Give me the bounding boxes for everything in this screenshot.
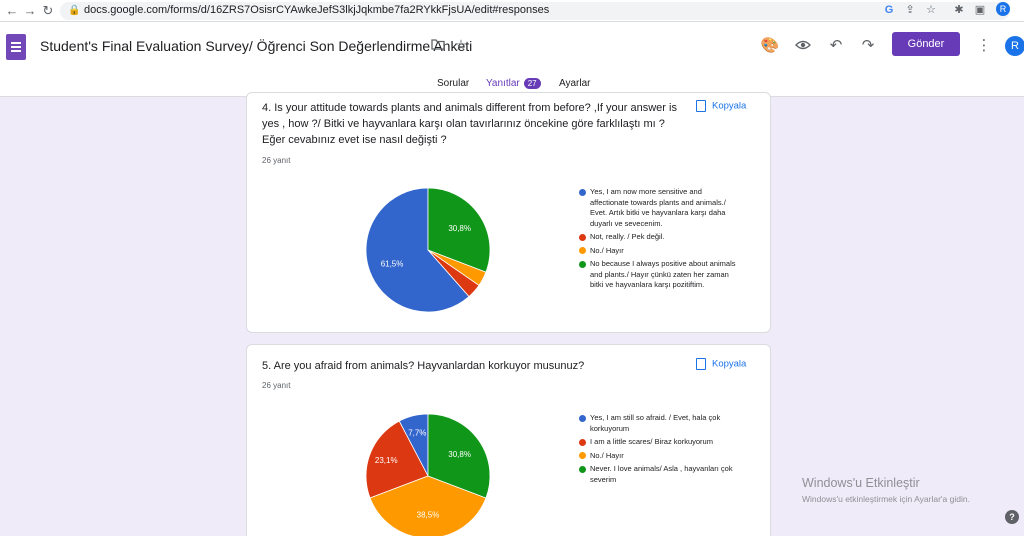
forms-header: Student's Final Evaluation Survey/ Öğren…: [0, 22, 1024, 97]
legend-label: No./ Hayır: [590, 245, 624, 255]
watermark-subtitle: Windows'u etkinleştirmek için Ayarlar'a …: [802, 494, 970, 504]
forward-icon[interactable]: →: [23, 3, 37, 18]
copy-icon: [696, 358, 706, 370]
legend-item[interactable]: Yes, I am now more sensitive and affecti…: [579, 187, 739, 229]
tab-settings-label: Ayarlar: [559, 78, 591, 89]
tab-questions-label: Sorular: [437, 78, 470, 89]
forms-logo-icon[interactable]: [6, 34, 26, 60]
copy-chart-button[interactable]: Kopyala: [696, 358, 746, 370]
pie-slice-label: 7,7%: [408, 429, 426, 438]
response-count: 26 yanıt: [262, 381, 291, 390]
extensions-icon[interactable]: ✱: [954, 4, 964, 16]
help-icon[interactable]: ?: [1005, 510, 1019, 524]
sidepanel-icon[interactable]: ▣: [974, 4, 986, 16]
pie-slice-label: 30,8%: [448, 224, 471, 233]
pie-slice[interactable]: [365, 420, 429, 499]
legend-label: Never. I love animals/ Asla , hayvanları…: [590, 464, 733, 484]
bookmark-star-icon[interactable]: ☆: [926, 4, 936, 16]
legend-dot: [579, 438, 586, 446]
tab-questions[interactable]: Sorular: [437, 78, 469, 89]
pie-slice-label: 38,5%: [417, 510, 440, 519]
legend-item[interactable]: No./ Hayır: [579, 246, 739, 257]
copy-chart-button[interactable]: Kopyala: [696, 100, 746, 112]
copy-button-label: Kopyala: [712, 100, 747, 112]
folder-icon[interactable]: [428, 36, 448, 56]
back-icon[interactable]: ←: [5, 3, 19, 18]
legend-item[interactable]: No because I always positive about anima…: [579, 259, 739, 291]
more-vert-icon[interactable]: ⋮: [976, 37, 992, 54]
pie-slice-label: 61,5%: [381, 260, 404, 269]
pie-slice-label: 30,8%: [448, 450, 471, 459]
share-icon[interactable]: ⇪: [905, 4, 915, 16]
question-title: 4. Is your attitude towards plants and a…: [262, 102, 677, 146]
legend-item[interactable]: I am a little scares/ Biraz korkuyorum: [579, 437, 739, 448]
legend-label: Yes, I am now more sensitive and affecti…: [590, 187, 726, 228]
legend-dot: [579, 465, 586, 473]
pie-slice[interactable]: [427, 413, 491, 499]
responses-count-badge: 27: [523, 78, 541, 89]
legend-dot: [579, 260, 586, 268]
url-text: docs.google.com/forms/d/16ZRS7OsisrCYAwk…: [84, 4, 550, 16]
tab-responses[interactable]: Yanıtlar 27: [486, 78, 541, 89]
pie-slice[interactable]: [427, 187, 491, 273]
reload-icon[interactable]: ↻: [42, 3, 54, 18]
legend-dot: [579, 414, 586, 422]
form-title[interactable]: Student's Final Evaluation Survey/ Öğren…: [40, 38, 473, 54]
pie-slice-label: 23,1%: [375, 456, 398, 465]
legend-dot: [579, 233, 586, 241]
legend-label: Yes, I am still so afraid. / Evet, hala …: [590, 413, 721, 433]
pie-chart: 7,7% 23,1% 38,5% 30,8%: [365, 413, 491, 536]
legend-dot: [579, 247, 586, 254]
account-avatar[interactable]: R: [1005, 36, 1024, 56]
legend-item[interactable]: Not, really. / Pek değil.: [579, 232, 739, 243]
tab-responses-label: Yanıtlar: [486, 78, 520, 89]
windows-activation-watermark: Windows'u Etkinleştir Windows'u etkinleş…: [802, 476, 970, 504]
pie-chart: 61,5% 30,8%: [365, 187, 491, 313]
palette-icon[interactable]: 🎨: [760, 37, 780, 54]
legend-dot: [579, 188, 586, 196]
question-title: 5. Are you afraid from animals? Hayvanla…: [262, 360, 585, 372]
address-bar[interactable]: 🔒 docs.google.com/forms/d/16ZRS7OsisrCYA…: [60, 2, 1010, 20]
legend-label: Not, really. / Pek değil.: [590, 232, 665, 241]
response-count: 26 yanıt: [262, 156, 291, 165]
preview-eye-icon[interactable]: [793, 36, 813, 56]
pie-slice[interactable]: [369, 475, 487, 536]
google-icon[interactable]: G: [884, 4, 894, 16]
legend-item[interactable]: Never. I love animals/ Asla , hayvanları…: [579, 464, 739, 485]
send-button[interactable]: Gönder: [892, 32, 960, 56]
chart-legend: Yes, I am still so afraid. / Evet, hala …: [579, 413, 739, 488]
legend-label: I am a little scares/ Biraz korkuyorum: [590, 437, 713, 446]
copy-button-label: Kopyala: [712, 358, 747, 370]
watermark-title: Windows'u Etkinleştir: [802, 476, 920, 490]
legend-label: No./ Hayır: [590, 450, 624, 460]
copy-icon: [696, 100, 706, 112]
tab-settings[interactable]: Ayarlar: [559, 78, 591, 89]
chart-legend: Yes, I am now more sensitive and affecti…: [579, 187, 739, 294]
browser-profile-avatar[interactable]: R: [996, 2, 1010, 16]
undo-icon[interactable]: ↶: [829, 37, 843, 54]
browser-toolbar: ← → ↻ 🔒 docs.google.com/forms/d/16ZRS7Os…: [0, 0, 1024, 22]
lock-icon: 🔒: [68, 5, 81, 16]
question-card: 5. Are you afraid from animals? Hayvanla…: [246, 344, 771, 536]
pie-slice[interactable]: [365, 187, 470, 313]
legend-label: No because I always positive about anima…: [590, 259, 736, 289]
question-card: 4. Is your attitude towards plants and a…: [246, 92, 771, 333]
star-icon[interactable]: ☆: [454, 37, 468, 54]
legend-dot: [579, 452, 586, 459]
legend-item[interactable]: Yes, I am still so afraid. / Evet, hala …: [579, 413, 739, 434]
legend-item[interactable]: No./ Hayır: [579, 451, 739, 462]
redo-icon[interactable]: ↷: [861, 37, 875, 54]
